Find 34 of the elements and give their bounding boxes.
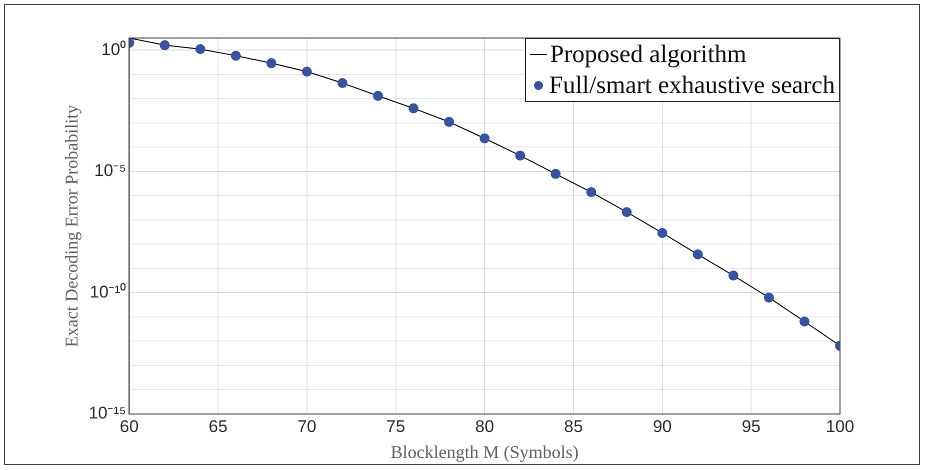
x-tick-label: 65 — [208, 416, 228, 436]
x-tick-label: 85 — [564, 416, 583, 436]
point — [622, 207, 632, 218]
point — [515, 150, 526, 161]
point — [266, 58, 276, 68]
point — [302, 66, 312, 77]
point — [408, 103, 419, 114]
point — [550, 168, 561, 179]
point — [337, 78, 348, 88]
point — [160, 40, 170, 50]
x-tick-label: 90 — [652, 416, 672, 436]
point — [372, 90, 383, 101]
x-axis-title: Blocklength M (Symbols) — [390, 442, 579, 462]
x-tick-label: 95 — [742, 416, 761, 436]
x-tick-label: 75 — [386, 416, 406, 436]
x-tick-label: 80 — [475, 416, 494, 436]
point — [195, 44, 206, 54]
point — [480, 133, 490, 144]
legend-label: Full/smart exhaustive search — [548, 71, 835, 101]
point — [444, 116, 454, 127]
x-tick-label: 70 — [297, 416, 316, 436]
y-tick-label: 10⁻¹⁰ — [90, 282, 126, 302]
x-tick-label: 100 — [826, 416, 854, 436]
point — [657, 228, 668, 238]
point — [692, 249, 703, 260]
legend-label: Proposed algorithm — [550, 40, 746, 70]
point — [586, 187, 596, 198]
point — [764, 292, 774, 303]
point — [230, 50, 241, 61]
y-tick-label: 10⁰ — [101, 40, 126, 59]
point — [799, 316, 810, 327]
point — [728, 270, 738, 281]
y-tick-label: 10⁻⁵ — [94, 161, 126, 180]
y-axis-title: Exact Decoding Error Probability — [62, 104, 82, 348]
